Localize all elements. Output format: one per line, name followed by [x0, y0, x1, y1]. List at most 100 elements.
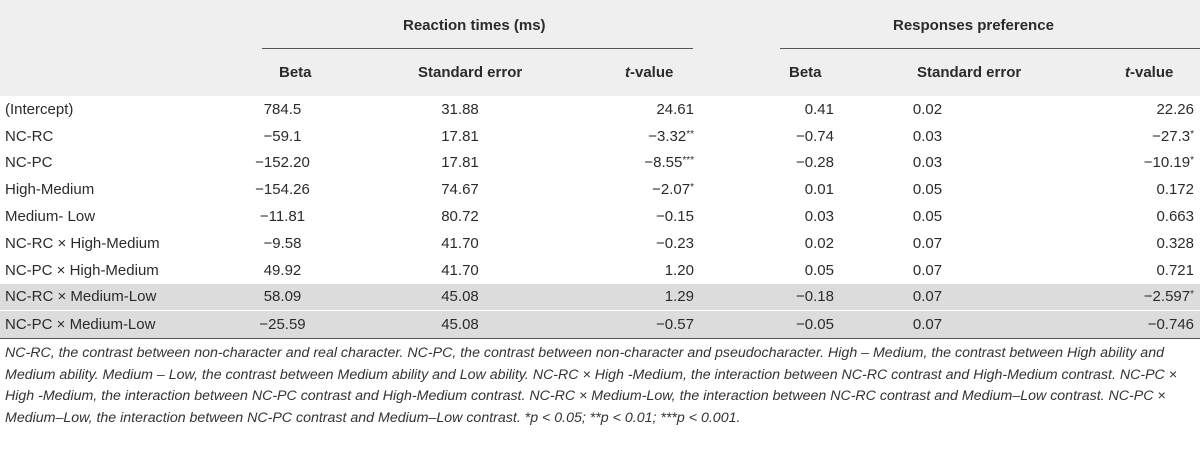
- rp-se-cell-value: 0.03: [912, 127, 943, 145]
- row-label: NC-PC × High-Medium: [0, 257, 200, 284]
- rp-tvalue-cell-value: 22.26: [1156, 100, 1194, 118]
- rp-se-cell: 0.05: [840, 203, 1015, 230]
- rt-se-cell-value: 17.81: [441, 154, 479, 172]
- row-label-value: NC-PC × High-Medium: [5, 261, 159, 279]
- rt-se-cell: 80.72: [365, 203, 555, 230]
- significance-marker: *: [1190, 128, 1194, 140]
- rt-beta-cell: −59.1: [200, 123, 365, 150]
- rt-se-cell-value: 74.67: [441, 181, 479, 199]
- rp-se-cell: 0.02: [840, 96, 1015, 123]
- rp-tvalue-cell-value: 0.721: [1156, 261, 1194, 279]
- rp-se-cell-value: 0.07: [912, 316, 943, 334]
- rt-tvalue-cell: −0.57: [555, 310, 700, 339]
- rt-beta-cell: −152.20: [200, 150, 365, 177]
- row-label: NC-PC: [0, 150, 200, 177]
- rp-beta-cell-value: 0.03: [804, 208, 834, 226]
- rt-beta-cell: −25.59: [200, 310, 365, 339]
- rt-beta-cell-value: 784.5: [263, 100, 302, 118]
- rp-se-cell-value: 0.02: [912, 100, 943, 118]
- rt-se-cell: 41.70: [365, 230, 555, 257]
- rt-tvalue-cell-value: 1.29: [664, 288, 694, 306]
- rt-tvalue-cell-value: −0.15: [656, 208, 694, 226]
- table-row: Medium- Low −11.81 80.72 −0.15 0.03 0.05 0.663: [0, 203, 1200, 230]
- row-label-value: (Intercept): [5, 100, 74, 118]
- table-row: High-Medium −154.26 74.67 −2.07* 0.01 0.05 0.1…: [0, 176, 1200, 203]
- rp-beta-cell-value: 0.02: [804, 234, 834, 252]
- table-row: NC-PC × Medium-Low −25.59 45.08 −0.57 −0.05 0…: [0, 310, 1200, 339]
- group-rule-reaction-times: [262, 48, 693, 49]
- rt-tvalue-cell: −3.32**: [555, 123, 700, 150]
- rt-beta-cell-value: −59.1: [263, 127, 302, 145]
- rt-tvalue-cell: −0.15: [555, 203, 700, 230]
- rt-tvalue-cell: 24.61: [555, 96, 700, 123]
- significance-marker: *: [1190, 289, 1194, 301]
- rp-se-cell: 0.03: [840, 150, 1015, 177]
- row-label: Medium- Low: [0, 203, 200, 230]
- group-header-reaction-times: Reaction times (ms): [403, 17, 546, 34]
- rp-se-cell-value: 0.07: [912, 234, 943, 252]
- rp-beta-cell-value: 0.01: [804, 181, 834, 199]
- col-header-rt-beta: Beta: [279, 64, 312, 81]
- rp-beta-cell-value: −0.05: [796, 316, 834, 334]
- significance-marker: *: [690, 182, 694, 194]
- rt-tvalue-cell: −0.23: [555, 230, 700, 257]
- row-label: NC-RC × Medium-Low: [0, 283, 200, 311]
- rp-tvalue-cell-value: −10.19: [1143, 154, 1191, 172]
- rt-se-cell-value: 17.81: [441, 127, 479, 145]
- rp-tvalue-cell-value: 0.663: [1156, 208, 1194, 226]
- rp-se-cell-value: 0.03: [912, 154, 943, 172]
- table-row: NC-PC × High-Medium 49.92 41.70 1.20 0.05 0.0…: [0, 257, 1200, 284]
- rp-se-cell-value: 0.07: [912, 261, 943, 279]
- row-label: NC-RC: [0, 123, 200, 150]
- rt-beta-cell-value: −11.81: [259, 208, 306, 226]
- rp-tvalue-cell-value: −2.597: [1143, 288, 1191, 306]
- rt-beta-cell: 58.09: [200, 283, 365, 311]
- rt-se-cell: 41.70: [365, 257, 555, 284]
- rt-se-cell-value: 80.72: [441, 208, 479, 226]
- rt-beta-cell-value: −152.20: [255, 154, 310, 172]
- row-label-value: NC-RC × High-Medium: [5, 234, 160, 252]
- row-label-value: NC-RC: [5, 127, 54, 145]
- rt-tvalue-cell-value: −0.57: [656, 316, 694, 334]
- rp-beta-cell-value: 0.05: [804, 261, 834, 279]
- rp-beta-cell: 0.03: [700, 203, 840, 230]
- rt-beta-cell-value: 49.92: [263, 261, 302, 279]
- rp-beta-cell-value: −0.28: [796, 154, 834, 172]
- table-footnote: NC-RC, the contrast between non-characte…: [5, 345, 1178, 426]
- row-label: NC-RC × High-Medium: [0, 230, 200, 257]
- rp-se-cell: 0.03: [840, 123, 1015, 150]
- group-rule-responses-preference: [780, 48, 1200, 49]
- row-label: High-Medium: [0, 176, 200, 203]
- rt-se-cell: 45.08: [365, 310, 555, 339]
- row-label-value: NC-RC × Medium-Low: [5, 288, 157, 306]
- row-label-value: NC-PC × Medium-Low: [5, 316, 156, 334]
- table-row: NC-RC × High-Medium −9.58 41.70 −0.23 0.02 0.…: [0, 230, 1200, 257]
- rp-beta-cell: 0.01: [700, 176, 840, 203]
- rp-se-cell: 0.05: [840, 176, 1015, 203]
- rp-tvalue-cell: −2.597*: [1015, 283, 1200, 311]
- row-label: (Intercept): [0, 96, 200, 123]
- rp-se-cell: 0.07: [840, 230, 1015, 257]
- rp-tvalue-cell-value: 0.172: [1156, 181, 1194, 199]
- row-label: NC-PC × Medium-Low: [0, 310, 200, 339]
- rt-tvalue-cell-value: −3.32: [648, 127, 687, 145]
- rt-se-cell: 74.67: [365, 176, 555, 203]
- col-header-rp-tvalue: t-value: [1125, 64, 1174, 81]
- rt-se-cell-value: 45.08: [441, 288, 479, 306]
- rp-se-cell: 0.07: [840, 257, 1015, 284]
- significance-marker: **: [686, 128, 694, 140]
- rp-tvalue-cell: −27.3*: [1015, 123, 1200, 150]
- rp-se-cell-value: 0.07: [912, 288, 943, 306]
- rt-beta-cell: −11.81: [200, 203, 365, 230]
- rp-se-cell-value: 0.05: [912, 208, 943, 226]
- rp-beta-cell: −0.05: [700, 310, 840, 339]
- rp-tvalue-cell: 22.26: [1015, 96, 1200, 123]
- rp-beta-cell: −0.18: [700, 283, 840, 311]
- rp-beta-cell-value: −0.74: [796, 127, 834, 145]
- rt-tvalue-cell: −8.55***: [555, 150, 700, 177]
- group-header-responses-preference: Responses preference: [893, 17, 1054, 34]
- rp-tvalue-cell: −0.746: [1015, 310, 1200, 339]
- rt-beta-cell: −154.26: [200, 176, 365, 203]
- table-row: NC-RC −59.1 17.81 −3.32** −0.74 0.03 −27.3*: [0, 123, 1200, 150]
